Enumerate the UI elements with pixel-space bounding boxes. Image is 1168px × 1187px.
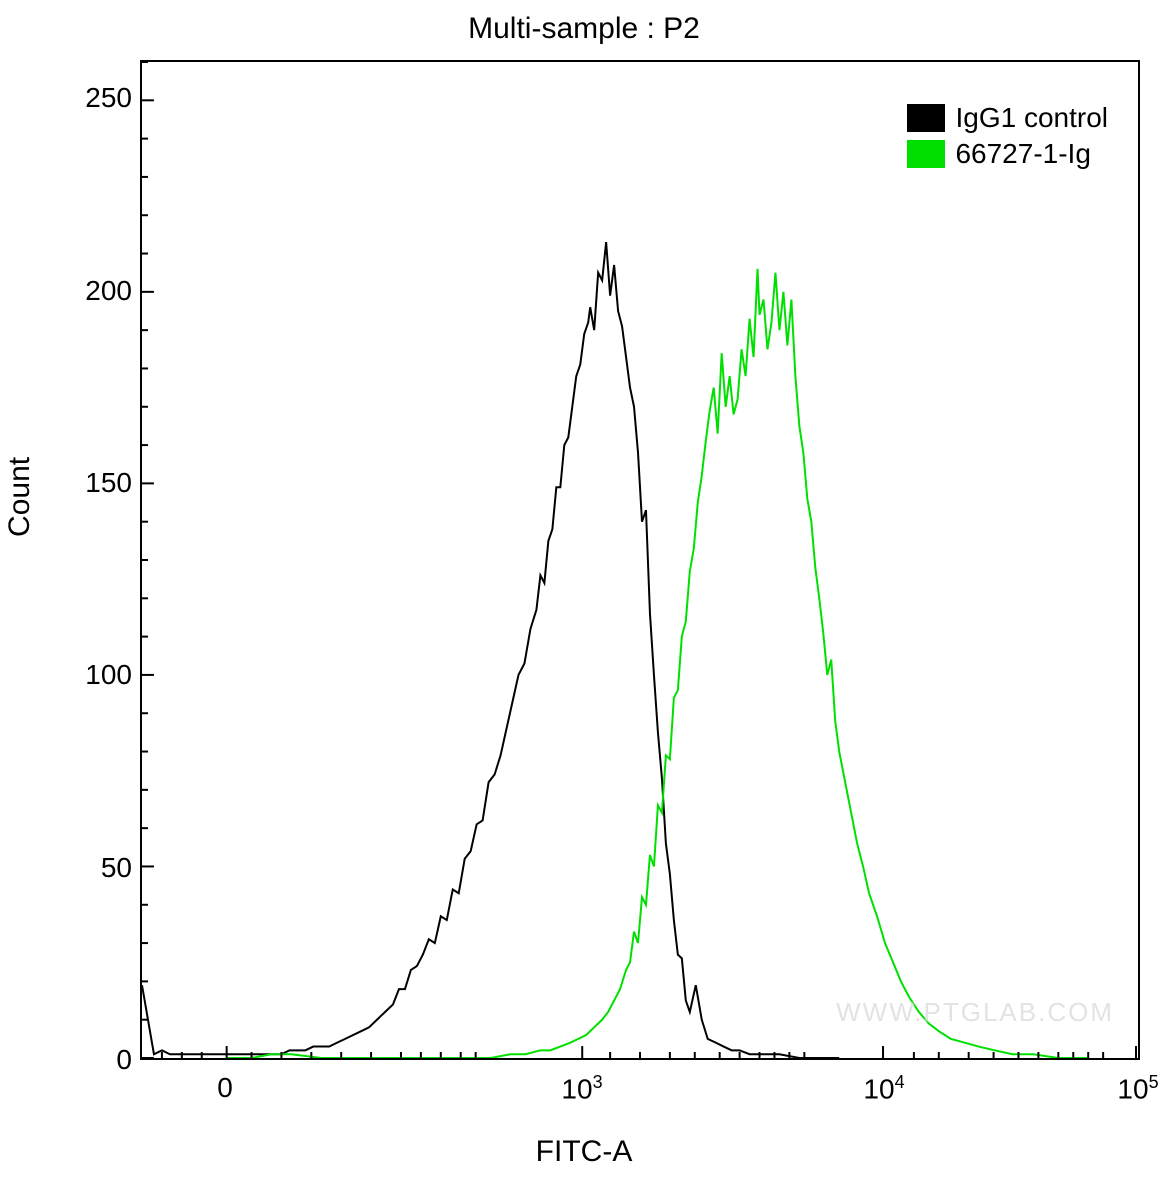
legend: IgG1 control 66727-1-Ig (897, 92, 1118, 180)
series-IgG1 control (142, 242, 839, 1058)
x-tick-label: 104 (863, 1072, 904, 1105)
y-tick-label: 50 (101, 852, 132, 884)
y-tick-label: 100 (85, 659, 132, 691)
y-tick-label: 200 (85, 275, 132, 307)
legend-swatch-antibody (907, 140, 945, 168)
series-66727-1-Ig (227, 269, 1089, 1058)
flow-cytometry-histogram: Multi-sample : P2 Count FITC-A IgG1 cont… (0, 0, 1168, 1187)
x-tick-label: 0 (217, 1072, 233, 1104)
x-tick-label: 103 (561, 1072, 602, 1105)
y-tick-label: 0 (116, 1044, 132, 1076)
y-ticks-group (142, 62, 154, 1058)
legend-swatch-control (907, 104, 945, 132)
legend-item-antibody: 66727-1-Ig (907, 138, 1108, 170)
y-tick-label: 150 (85, 467, 132, 499)
histogram-svg (142, 62, 1138, 1058)
legend-label-control: IgG1 control (955, 102, 1108, 134)
x-axis-label: FITC-A (536, 1135, 633, 1169)
plot-area: IgG1 control 66727-1-Ig WWW.PTGLAB.COM (140, 60, 1140, 1060)
chart-title: Multi-sample : P2 (468, 12, 700, 46)
y-tick-label: 250 (85, 82, 132, 114)
legend-item-control: IgG1 control (907, 102, 1108, 134)
x-tick-label: 105 (1117, 1072, 1158, 1105)
legend-label-antibody: 66727-1-Ig (955, 138, 1090, 170)
y-axis-label: Count (3, 457, 37, 537)
series-group (142, 242, 1088, 1058)
